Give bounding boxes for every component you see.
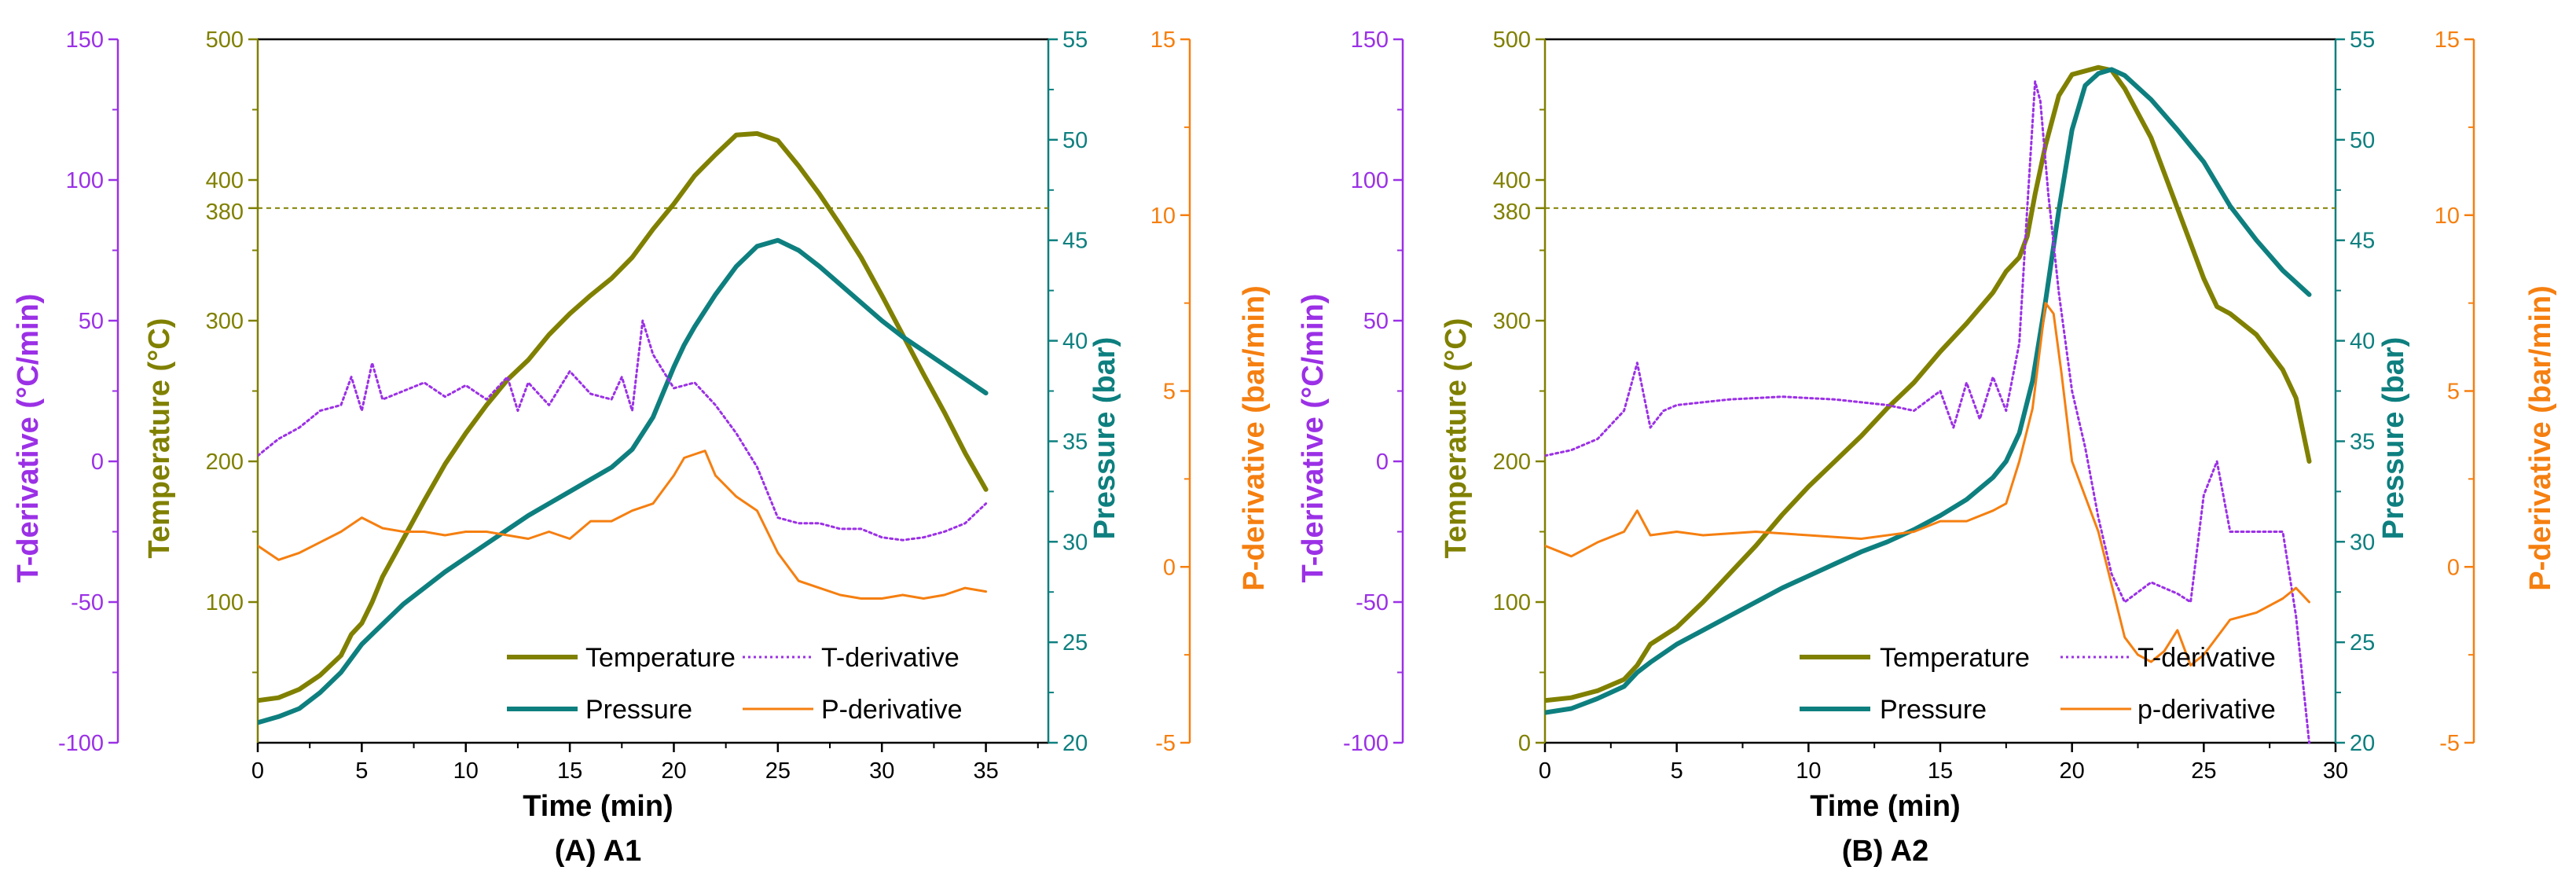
p-derivative-tick-label: 15 (2435, 28, 2460, 53)
threshold-tick-label: 380 (206, 200, 244, 225)
t-derivative-tick-label: 150 (66, 28, 104, 53)
x-tick-label: 25 (765, 758, 791, 784)
t-derivative-tick-label: -50 (71, 590, 104, 615)
p-derivative-tick-label: 5 (1163, 380, 1176, 405)
x-tick-label: 5 (355, 758, 368, 784)
pressure-tick-label: 35 (2350, 429, 2375, 454)
legend-label: Pressure (1880, 695, 1987, 725)
pressure-axis-title: Pressure (bar) (2377, 337, 2410, 540)
p-derivative-tick-label: 10 (1150, 204, 1176, 229)
legend-label: Temperature (1880, 643, 2030, 673)
t-derivative-tick-label: 150 (1351, 28, 1389, 53)
pressure-tick-label: 45 (2350, 229, 2375, 254)
t-derivative-axis-title: T-derivative (°C/min) (1297, 294, 1330, 583)
series-line-pressure (258, 237, 989, 725)
series-line-pressure (1545, 67, 2312, 715)
pressure-axis-title: Pressure (bar) (1088, 337, 1121, 540)
p-derivative-tick-label: 15 (1150, 28, 1176, 53)
t-derivative-axis-title: T-derivative (°C/min) (12, 294, 45, 583)
x-tick-label: 30 (2323, 758, 2348, 784)
legend-label: T-derivative (2137, 643, 2276, 673)
panel-title: (A) A1 (555, 835, 641, 868)
pressure-tick-label: 40 (2350, 329, 2375, 354)
pressure-tick-label: 25 (1062, 630, 1088, 655)
temperature-axis-title: Temperature (°C) (143, 318, 176, 559)
pressure-tick-label: 55 (2350, 28, 2375, 53)
pressure-tick-label: 45 (1062, 229, 1088, 254)
pressure-tick-label: 35 (1062, 429, 1088, 454)
temperature-tick-label: 400 (1493, 168, 1531, 193)
temperature-tick-label: 500 (206, 28, 244, 53)
series-line-p-derivative (258, 450, 988, 600)
panel-title: (B) A2 (1842, 835, 1928, 868)
pressure-tick-label: 30 (1062, 530, 1088, 555)
temperature-tick-label: 200 (206, 450, 244, 475)
temperature-tick-label: 200 (1493, 450, 1531, 475)
t-derivative-tick-label: -100 (58, 731, 104, 756)
legend-label: p-derivative (2137, 695, 2276, 725)
x-tick-label: 10 (453, 758, 479, 784)
temperature-tick-label: 300 (1493, 309, 1531, 334)
temperature-tick-label: 0 (1518, 731, 1531, 756)
t-derivative-tick-label: 50 (1363, 309, 1389, 334)
x-axis-title: Time (min) (1810, 790, 1960, 823)
x-tick-label: 5 (1671, 758, 1683, 784)
pressure-tick-label: 25 (2350, 630, 2375, 655)
t-derivative-tick-label: 0 (1376, 450, 1389, 475)
x-tick-label: 15 (557, 758, 582, 784)
pressure-tick-label: 40 (1062, 329, 1088, 354)
pressure-tick-label: 50 (2350, 128, 2375, 153)
x-tick-label: 0 (1539, 758, 1551, 784)
temperature-tick-label: 500 (1493, 28, 1531, 53)
temperature-tick-label: 100 (1493, 590, 1531, 615)
x-tick-label: 20 (661, 758, 686, 784)
series-line-p-derivative (1545, 302, 2310, 667)
t-derivative-tick-label: -50 (1356, 590, 1389, 615)
pressure-tick-label: 50 (1062, 128, 1088, 153)
temperature-tick-label: 400 (206, 168, 244, 193)
series-line-t-derivative (258, 319, 988, 542)
x-axis-title: Time (min) (523, 790, 673, 823)
legend-label: Pressure (585, 695, 692, 725)
pressure-tick-label: 30 (2350, 530, 2375, 555)
x-tick-label: 15 (1928, 758, 1953, 784)
p-derivative-tick-label: 5 (2447, 380, 2460, 405)
x-tick-label: 0 (251, 758, 264, 784)
x-tick-label: 20 (2060, 758, 2085, 784)
series-line-t-derivative (1545, 80, 2310, 744)
legend-label: P-derivative (821, 695, 963, 725)
legend-label: T-derivative (821, 643, 960, 673)
x-tick-label: 30 (869, 758, 894, 784)
t-derivative-tick-label: -100 (1343, 731, 1389, 756)
pressure-tick-label: 20 (1062, 731, 1088, 756)
t-derivative-tick-label: 100 (66, 168, 104, 193)
p-derivative-axis-title: P-derivative (bar/min) (2524, 285, 2557, 591)
legend-label: Temperature (585, 643, 736, 673)
p-derivative-tick-label: 10 (2435, 204, 2460, 229)
pressure-tick-label: 55 (1062, 28, 1088, 53)
t-derivative-tick-label: 100 (1351, 168, 1389, 193)
pressure-tick-label: 20 (2350, 731, 2375, 756)
p-derivative-tick-label: 0 (2447, 555, 2460, 580)
p-derivative-axis-title: P-derivative (bar/min) (1238, 285, 1271, 591)
series-line-temperature (258, 130, 989, 703)
p-derivative-tick-label: -5 (2439, 731, 2460, 756)
x-tick-label: 35 (973, 758, 998, 784)
x-tick-label: 25 (2191, 758, 2216, 784)
p-derivative-tick-label: 0 (1163, 555, 1176, 580)
p-derivative-tick-label: -5 (1155, 731, 1176, 756)
threshold-tick-label: 380 (1493, 200, 1531, 225)
x-tick-label: 10 (1796, 758, 1821, 784)
temperature-axis-title: Temperature (°C) (1440, 318, 1473, 559)
series-line-temperature (1545, 64, 2312, 703)
temperature-tick-label: 300 (206, 309, 244, 334)
t-derivative-tick-label: 0 (91, 450, 104, 475)
t-derivative-tick-label: 50 (79, 309, 104, 334)
temperature-tick-label: 100 (206, 590, 244, 615)
